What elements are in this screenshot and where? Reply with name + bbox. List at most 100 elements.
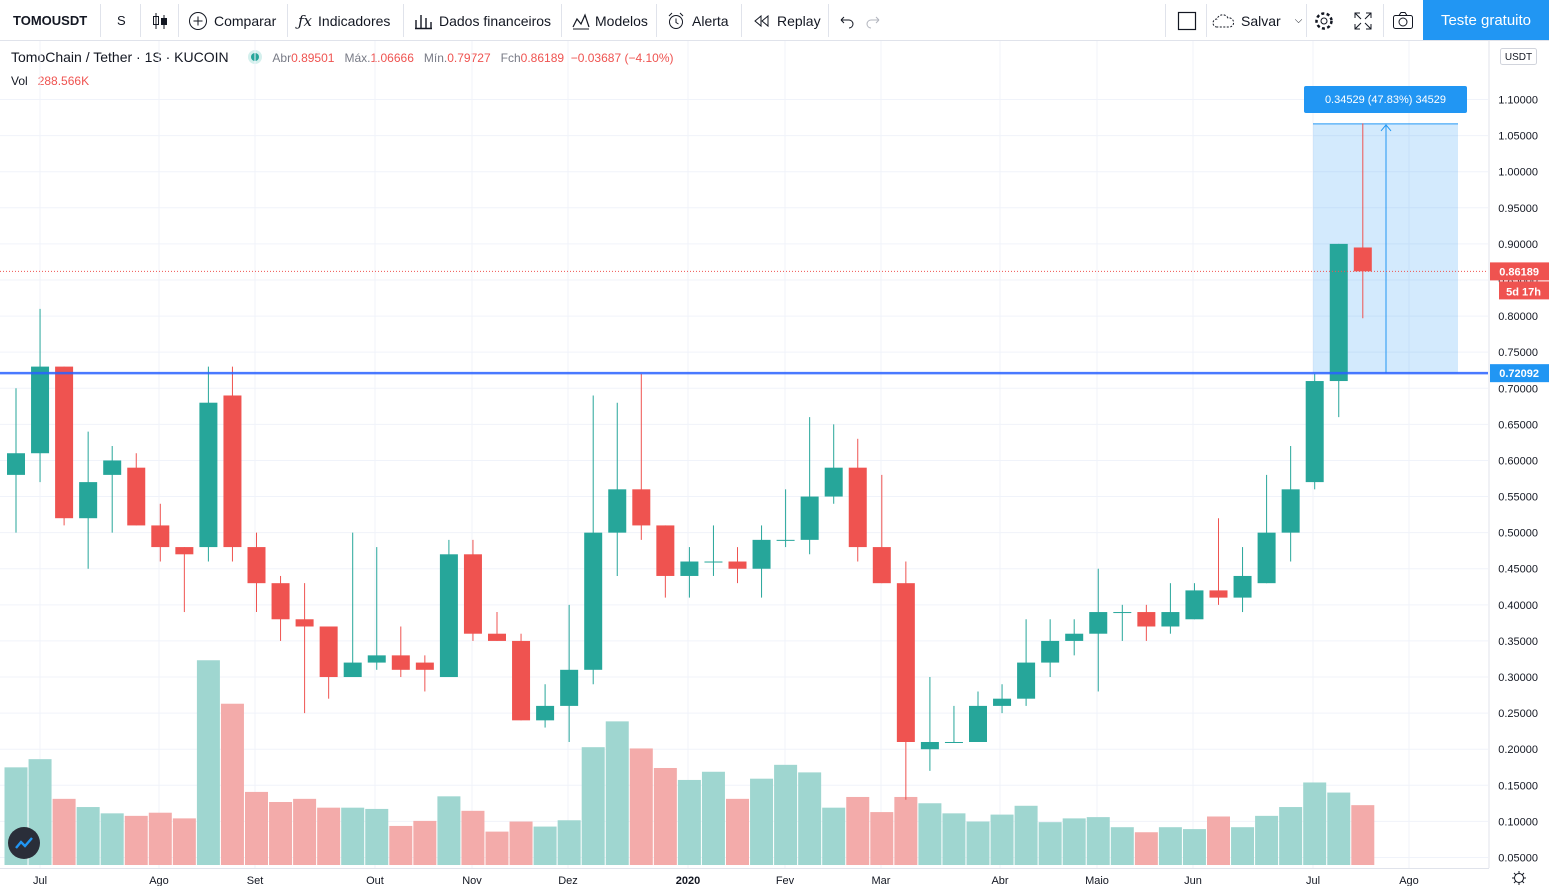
candle-body: [560, 669, 579, 706]
cloud-logo-icon: [15, 837, 33, 849]
snapshot-button[interactable]: [1391, 0, 1415, 41]
square-icon: [1177, 11, 1197, 30]
volume-bar: [726, 798, 749, 865]
price-tick-label: 0.10000: [1498, 816, 1538, 828]
compare-button[interactable]: Comparar: [188, 0, 276, 41]
time-tick-label: Ago: [149, 875, 169, 886]
candle-body: [103, 460, 122, 475]
undo-icon: [840, 16, 854, 28]
symbol-search[interactable]: TOMOUSDT: [13, 13, 88, 28]
volume-bar: [846, 796, 870, 865]
volume-bar: [557, 820, 581, 865]
toolbar-divider: [656, 4, 657, 37]
volume-bar: [76, 807, 100, 865]
price-tick-label: 0.80000: [1498, 311, 1538, 323]
legend-title: TomoChain / Tether · 1S · KUCOIN: [11, 49, 229, 65]
time-tick-label: Set: [247, 875, 264, 886]
time-tick-label: Jul: [33, 875, 47, 886]
price-tick-label: 1.05000: [1498, 131, 1538, 143]
price-tick-label: 0.30000: [1498, 672, 1538, 684]
high-value: 1.06666: [370, 51, 414, 65]
candle-body: [776, 539, 795, 541]
price-tick-label: 0.75000: [1498, 347, 1538, 359]
time-tick-label: Dez: [558, 875, 578, 886]
candle-body: [1257, 532, 1276, 584]
layout-button[interactable]: [1176, 0, 1198, 41]
currency-label: USDT: [1505, 52, 1532, 63]
candle-body: [343, 662, 362, 678]
price-tick-label: 0.40000: [1498, 600, 1538, 612]
volume-bar: [1207, 816, 1230, 865]
volume-bar: [485, 831, 509, 865]
fullscreen-button[interactable]: [1352, 0, 1374, 41]
redo-button[interactable]: [864, 0, 884, 41]
top-toolbar: TOMOUSDT S Comparar ƒx Indicadores Dados…: [0, 0, 1549, 41]
volume-bar: [942, 813, 966, 865]
volume-bar: [365, 808, 389, 865]
close-label: Fch: [500, 51, 521, 65]
volume-bar: [1038, 822, 1062, 865]
candle-body: [608, 489, 627, 533]
candle-body: [512, 640, 531, 721]
bar-chart-icon: [415, 14, 432, 29]
replay-button[interactable]: Replay: [751, 0, 821, 41]
candle-body: [1305, 381, 1324, 483]
price-chart[interactable]: 0.34529 (47.83%) 34529 0.05000 0.10000 0.15…: [0, 41, 1549, 886]
low-label: Mín.: [423, 51, 448, 65]
candle-body: [704, 561, 723, 563]
volume-bar: [461, 810, 485, 865]
price-tick-label: 0.25000: [1498, 708, 1538, 720]
free-trial-button[interactable]: Teste gratuito: [1423, 0, 1549, 40]
financials-button[interactable]: Dados financeiros: [413, 0, 551, 41]
candles-icon: [153, 12, 167, 29]
volume-bar: [1231, 827, 1255, 865]
volume-bar: [870, 812, 894, 865]
close-value: 0.86189: [520, 51, 565, 65]
plus-circle-icon: [189, 11, 207, 30]
redo-icon: [866, 16, 880, 28]
candle-body: [175, 547, 194, 555]
candle-body: [488, 633, 506, 641]
templates-button[interactable]: Modelos: [571, 0, 648, 41]
toolbar-divider: [1165, 4, 1166, 37]
interval-button[interactable]: S: [117, 13, 126, 28]
level-price-value: 0.72092: [1499, 368, 1539, 380]
candle-body: [728, 561, 747, 569]
time-tick-label: Jun: [1184, 875, 1202, 886]
price-tick-label: 0.90000: [1498, 239, 1538, 251]
volume-bar: [509, 821, 533, 865]
change-value: −0.03687 (−4.10%): [570, 51, 674, 65]
volume-bar: [990, 814, 1014, 865]
volume-bar: [220, 703, 244, 865]
price-tick-label: 0.50000: [1498, 528, 1538, 540]
chart-style-button[interactable]: [150, 0, 170, 41]
axis-settings-icon[interactable]: [1512, 871, 1526, 885]
candle-body: [55, 366, 74, 519]
save-button[interactable]: Salvar ⌵: [1211, 0, 1302, 41]
chevron-down-icon: ⌵: [1294, 15, 1303, 26]
toolbar-divider: [403, 4, 404, 37]
volume-bar: [245, 791, 268, 865]
candle-body: [848, 467, 867, 548]
candle-body: [969, 705, 987, 742]
settings-button[interactable]: [1313, 0, 1335, 41]
volume-bar: [629, 748, 653, 865]
time-tick-label: Fev: [776, 875, 795, 886]
indicators-button[interactable]: ƒx Indicadores: [298, 0, 390, 41]
alarm-clock-icon: [668, 12, 684, 29]
rewind-icon: [754, 14, 769, 27]
tradingview-logo[interactable]: [8, 827, 40, 859]
time-axis: [0, 868, 1549, 886]
volume-bar: [293, 798, 317, 865]
ohlc-values: Abr0.89501 Máx.1.06666 Mín.0.79727 Fch0.…: [272, 51, 673, 65]
time-tick-label: Ago: [1399, 875, 1419, 886]
replay-label: Replay: [777, 12, 821, 29]
undo-button[interactable]: [836, 0, 856, 41]
time-tick-label: Maio: [1085, 875, 1109, 886]
price-tick-label: 0.65000: [1498, 419, 1538, 431]
alert-button[interactable]: Alerta: [666, 0, 729, 41]
candle-body: [993, 698, 1012, 706]
price-tick-label: 0.60000: [1498, 455, 1538, 467]
toolbar-divider: [828, 4, 829, 37]
templates-label: Modelos: [595, 12, 648, 29]
